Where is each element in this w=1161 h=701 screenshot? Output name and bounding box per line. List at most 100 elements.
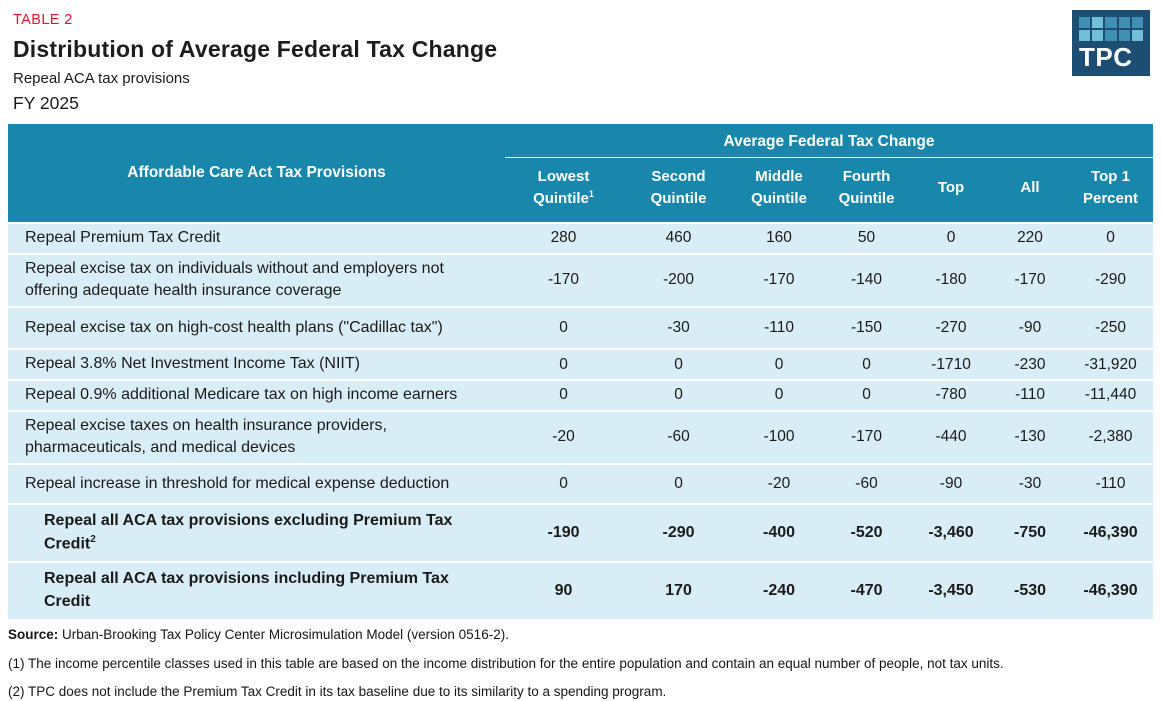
- row-value: -240: [762, 582, 796, 600]
- row-value: 160: [766, 229, 792, 247]
- row-value: 0: [674, 475, 683, 493]
- row-value: -30: [667, 319, 690, 337]
- row-value: -190: [547, 524, 580, 542]
- row-value: -3,450: [928, 582, 974, 600]
- row-value: 0: [559, 475, 568, 493]
- row-value: -530: [1013, 582, 1047, 600]
- logo-square-icon: [1131, 30, 1143, 41]
- logo-square-icon: [1079, 17, 1091, 28]
- column-header: All: [1020, 178, 1040, 196]
- row-value: -230: [1014, 355, 1046, 373]
- logo-square-icon: [1105, 17, 1117, 28]
- row-value: 280: [550, 229, 577, 247]
- row-value: -180: [935, 271, 967, 289]
- row-value: -750: [1013, 524, 1047, 542]
- column-header: Middle Quintile: [751, 167, 807, 208]
- column-header: Top: [937, 178, 965, 196]
- column-header: Lowest Quintile1: [533, 167, 594, 208]
- row-value: -130: [1014, 428, 1046, 446]
- row-label: Repeal 3.8% Net Investment Income Tax (N…: [25, 355, 360, 373]
- logo-square-icon: [1092, 17, 1104, 28]
- row-value: -250: [1094, 319, 1127, 337]
- footnote-1: (1) The income percentile classes used i…: [8, 655, 1004, 671]
- row-value: -150: [850, 319, 883, 337]
- row-header-title: Affordable Care Act Tax Provisions: [127, 164, 386, 181]
- row-label: Repeal excise taxes on health insurance …: [25, 416, 387, 457]
- table-row: Repeal 0.9% additional Medicare tax on h…: [8, 380, 1153, 410]
- fiscal-year-label: FY 2025: [13, 93, 79, 113]
- tpc-logo: TPC: [1072, 10, 1150, 76]
- row-value: -170: [850, 428, 883, 446]
- source-label: Source:: [8, 627, 59, 643]
- row-value: -46,390: [1083, 582, 1138, 600]
- source-note: Source: Urban-Brooking Tax Policy Center…: [8, 626, 1153, 644]
- table-body: Repeal Premium Tax Credit 280 460 160 50 0 220…: [8, 222, 1153, 620]
- table-row: Repeal increase in threshold for medical…: [8, 465, 1153, 504]
- row-value: -170: [547, 271, 580, 289]
- row-value: -30: [1018, 475, 1042, 493]
- row-value: -46,390: [1083, 524, 1138, 542]
- logo-square-icon: [1079, 30, 1091, 41]
- row-value: 0: [1106, 229, 1115, 247]
- row-label: Repeal all ACA tax provisions including …: [44, 570, 449, 611]
- table-row: Repeal excise tax on individuals without…: [8, 254, 1153, 307]
- row-value: 0: [559, 355, 568, 373]
- page-header: TABLE 2 Distribution of Average Federal …: [0, 0, 1161, 114]
- row-value: 0: [674, 386, 683, 404]
- table-row: Repeal excise taxes on health insurance …: [8, 411, 1153, 464]
- row-value: -60: [667, 428, 690, 446]
- row-label: Repeal increase in threshold for medical…: [25, 474, 450, 492]
- row-value: -780: [935, 386, 967, 404]
- row-value: -20: [552, 428, 575, 446]
- row-value: -100: [763, 428, 795, 446]
- tpc-logo-squares-icon: [1079, 17, 1143, 41]
- table-number-label: TABLE 2: [13, 12, 73, 28]
- row-value: -170: [1014, 271, 1046, 289]
- logo-square-icon: [1105, 30, 1117, 41]
- row-value: -290: [662, 524, 695, 542]
- row-value: -31,920: [1084, 355, 1137, 373]
- column-header: Second Quintile: [650, 167, 707, 208]
- row-value: 170: [665, 582, 692, 600]
- row-value: 0: [559, 386, 568, 404]
- row-value: 0: [674, 355, 683, 373]
- row-label: Repeal Premium Tax Credit: [25, 229, 221, 246]
- row-value: -200: [662, 271, 695, 289]
- row-value: -170: [763, 271, 795, 289]
- row-value: 0: [774, 355, 784, 373]
- table-row: Repeal 3.8% Net Investment Income Tax (N…: [8, 350, 1153, 379]
- column-header: Top 1 Percent: [1082, 167, 1139, 208]
- row-value: -20: [767, 475, 791, 493]
- tax-change-table: Affordable Care Act Tax Provisions Avera…: [8, 124, 1153, 620]
- row-value: -1710: [931, 355, 971, 373]
- group-header: Average Federal Tax Change: [505, 124, 1153, 158]
- row-value: 0: [774, 386, 784, 404]
- row-label: Repeal excise tax on high-cost health pl…: [25, 318, 443, 336]
- table-row: Repeal excise tax on high-cost health pl…: [8, 308, 1153, 349]
- row-value: 0: [559, 319, 568, 337]
- column-header: Fourth Quintile: [838, 167, 895, 208]
- row-value: -3,460: [928, 524, 974, 542]
- row-value: -290: [1094, 271, 1127, 289]
- row-value: -110: [1015, 386, 1045, 404]
- row-value: -110: [1095, 475, 1126, 493]
- row-label: Repeal 0.9% additional Medicare tax on h…: [25, 385, 458, 403]
- row-value: -11,440: [1084, 386, 1137, 404]
- row-value: 0: [862, 386, 871, 404]
- column-headers: Lowest Quintile1 Second Quintile Middle Quint…: [505, 158, 1153, 222]
- row-label: Repeal excise tax on individuals without…: [25, 259, 444, 300]
- logo-square-icon: [1118, 17, 1130, 28]
- table-header-right: Average Federal Tax Change Lowest Quintil…: [505, 124, 1153, 222]
- page-subtitle: Repeal ACA tax provisions: [13, 70, 190, 87]
- page-title: Distribution of Average Federal Tax Chan…: [13, 36, 498, 62]
- row-value: 0: [946, 229, 956, 247]
- row-value: -470: [850, 582, 883, 600]
- row-value: -520: [850, 524, 883, 542]
- source-text: Urban-Brooking Tax Policy Center Microsi…: [58, 627, 509, 643]
- logo-square-icon: [1092, 30, 1104, 41]
- row-value: -110: [764, 319, 794, 337]
- tpc-logo-text: TPC: [1079, 42, 1133, 72]
- row-value: -400: [762, 524, 796, 542]
- row-value: 220: [1017, 229, 1043, 247]
- row-value: 460: [665, 229, 692, 247]
